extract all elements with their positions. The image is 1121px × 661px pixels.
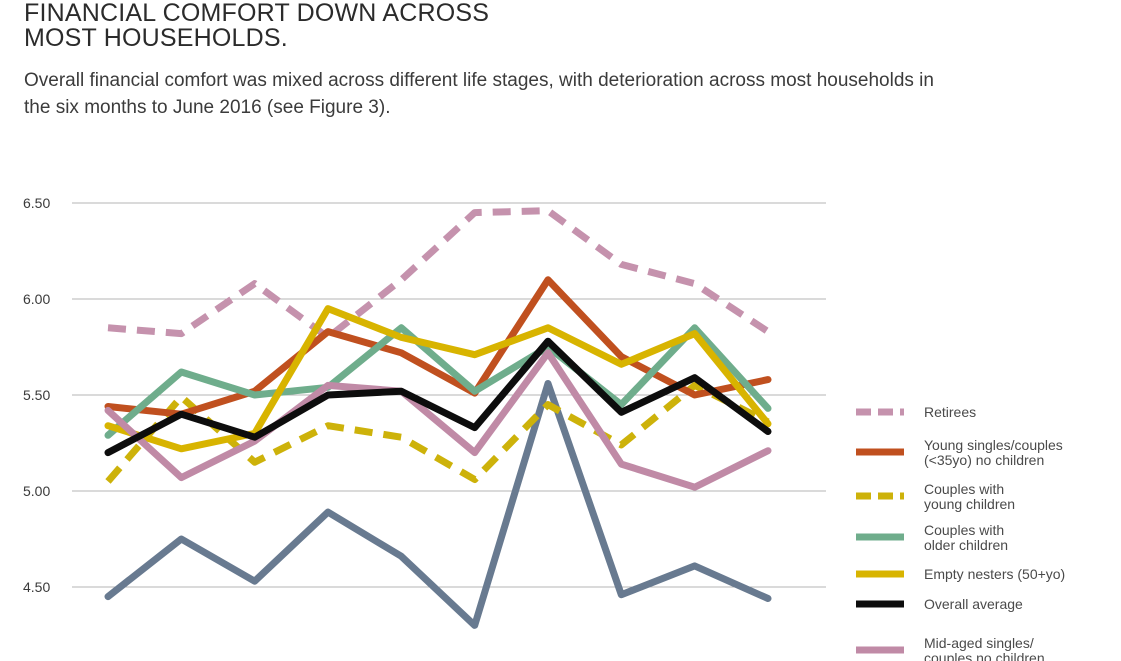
legend-label: Couples with xyxy=(924,522,1004,538)
y-tick-label: 6.50 xyxy=(23,195,50,211)
y-tick-label: 5.50 xyxy=(23,387,50,403)
legend: Retirees Young singles/couples(<35yo) no … xyxy=(856,404,1065,661)
legend-label: couples no children xyxy=(924,650,1045,661)
page-title: FINANCIAL COMFORT DOWN ACROSS MOST HOUSE… xyxy=(24,1,584,51)
series-line xyxy=(107,207,770,341)
y-tick-label: 6.00 xyxy=(23,291,50,307)
series-line xyxy=(104,337,772,457)
subtitle-line-1: Overall financial comfort was mixed acro… xyxy=(24,70,934,91)
page-subtitle: Overall financial comfort was mixed acro… xyxy=(24,67,1104,121)
y-tick-label: 4.50 xyxy=(23,579,50,595)
series-line xyxy=(104,349,772,491)
legend-label: Young singles/couples xyxy=(924,437,1063,453)
series-line xyxy=(104,380,772,629)
y-axis-ticks: 6.50 6.00 5.50 5.00 4.50 xyxy=(23,195,50,595)
legend-label: Empty nesters (50+yo) xyxy=(924,566,1065,582)
series-lines xyxy=(104,207,772,629)
grid-lines xyxy=(72,202,826,588)
legend-label: (<35yo) no children xyxy=(924,452,1044,468)
title-line-2: MOST HOUSEHOLDS. xyxy=(24,24,288,52)
legend-label: young children xyxy=(924,496,1015,512)
series-line xyxy=(105,381,770,484)
legend-label: Couples with xyxy=(924,481,1004,497)
legend-label: Mid-aged singles/ xyxy=(924,635,1034,651)
legend-label: Overall average xyxy=(924,596,1023,612)
series-line xyxy=(104,276,772,418)
title-line-1: FINANCIAL COMFORT DOWN ACROSS xyxy=(24,0,490,27)
series-line xyxy=(104,305,772,453)
series-line xyxy=(104,324,772,439)
legend-label: Retirees xyxy=(924,404,976,420)
legend-label: older children xyxy=(924,537,1008,553)
y-tick-label: 5.00 xyxy=(23,483,50,499)
subtitle-line-2: the six months to June 2016 (see Figure … xyxy=(24,97,391,118)
